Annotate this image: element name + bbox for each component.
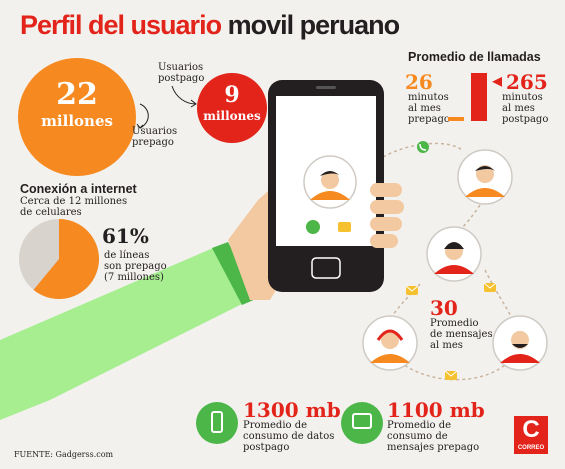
network-lines	[377, 142, 513, 381]
postpago-circle: 9 millones	[197, 73, 267, 143]
arrow-prepago-icon	[139, 103, 149, 129]
msgs-prepago-value: 1100 mb	[387, 398, 485, 422]
call-accept-icon	[306, 220, 320, 234]
conexion-subtitle: Cerca de 12 millones de celulares	[20, 196, 128, 218]
llamadas-prepago-bar	[448, 117, 464, 121]
pie-slice-prepago	[33, 219, 100, 299]
msgs-prepago-label: Promedio de consumo de mensajes prepago	[387, 420, 480, 453]
prepago-unit: millones	[41, 112, 113, 130]
person-avatar-1	[457, 149, 513, 205]
source-footer: FUENTE: Gadgerss.com	[14, 450, 114, 459]
page-title: Perfil del usuario movil peruano	[20, 10, 400, 40]
postpago-unit: millones	[203, 109, 261, 123]
conexion-detail: de líneas son prepago (7 millones)	[104, 250, 167, 283]
mensajes-label: Promedio de mensajes al mes	[430, 318, 493, 351]
prepago-label: Usuarios prepago	[132, 126, 178, 148]
llamadas-postpago-value: 265	[506, 70, 548, 94]
prepago-value: 22	[56, 77, 98, 112]
llamadas-prepago-value: 26	[405, 70, 433, 94]
arrow-postpago-icon	[171, 85, 197, 105]
conexion-title: Conexión a internet	[20, 182, 137, 196]
mensajes-value: 30	[430, 296, 458, 320]
person-avatar-4	[492, 315, 548, 371]
llamadas-postpago-label: minutos al mes postpago	[502, 92, 549, 125]
sleeve	[0, 245, 250, 420]
postpago-value: 9	[224, 82, 240, 108]
postpago-label: Usuarios postpago	[158, 62, 205, 84]
llamadas-title: Promedio de llamadas	[408, 50, 541, 64]
person-avatar-2	[426, 226, 482, 282]
conexion-percent: 61%	[102, 224, 149, 248]
prepago-circle: 22 millones	[18, 58, 136, 176]
llamadas-postpago-bar	[471, 73, 487, 121]
llamadas-postpago-arrow-icon: ◂	[492, 68, 503, 92]
datos-label: Promedio de consumo de datos postpago	[243, 420, 335, 453]
message-icon	[338, 222, 351, 232]
phone-data-icon	[196, 402, 238, 444]
chat-bubble-icon	[341, 402, 383, 444]
phone-home-button	[311, 257, 341, 279]
conexion-pie	[19, 219, 100, 299]
phone-call-icon	[417, 141, 429, 153]
person-avatar-3	[362, 315, 418, 371]
llamadas-prepago-label: minutos al mes prepago	[408, 92, 450, 125]
datos-value: 1300 mb	[243, 398, 341, 422]
correo-logo: C CORREO	[514, 416, 548, 454]
